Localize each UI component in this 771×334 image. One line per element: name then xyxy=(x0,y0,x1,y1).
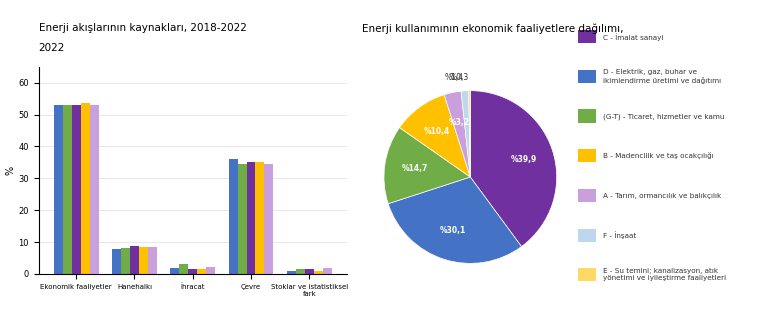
Bar xyxy=(54,105,63,274)
Bar xyxy=(72,105,81,274)
FancyBboxPatch shape xyxy=(578,268,595,282)
Bar xyxy=(170,268,180,274)
Text: 2022: 2022 xyxy=(39,43,65,53)
Text: Enerji akışlarının kaynakları, 2018-2022: Enerji akışlarının kaynakları, 2018-2022 xyxy=(39,23,247,33)
Bar xyxy=(121,248,130,274)
FancyBboxPatch shape xyxy=(578,189,595,202)
Bar xyxy=(148,247,157,274)
Text: %14,7: %14,7 xyxy=(402,164,428,173)
Text: %0,3: %0,3 xyxy=(450,73,470,82)
Wedge shape xyxy=(384,128,470,204)
Bar xyxy=(63,105,72,274)
Text: C - İmalat sanayi: C - İmalat sanayi xyxy=(603,33,664,41)
Bar xyxy=(197,269,206,274)
Wedge shape xyxy=(399,95,470,177)
Text: %1,4: %1,4 xyxy=(445,73,464,82)
FancyBboxPatch shape xyxy=(578,70,595,83)
Wedge shape xyxy=(461,91,470,177)
Bar xyxy=(139,247,148,274)
Text: %3,2: %3,2 xyxy=(448,118,470,127)
Bar xyxy=(264,164,273,274)
FancyBboxPatch shape xyxy=(578,30,595,43)
Bar xyxy=(296,269,305,274)
Wedge shape xyxy=(444,91,470,177)
Bar xyxy=(255,162,264,274)
Bar xyxy=(305,269,314,274)
Bar xyxy=(89,105,99,274)
Bar xyxy=(130,246,139,274)
Wedge shape xyxy=(388,177,521,264)
Text: D - Elektrik, gaz, buhar ve
ikimlendirme üretimi ve dağıtımı: D - Elektrik, gaz, buhar ve ikimlendirme… xyxy=(603,69,722,84)
Text: (G-T) - Ticaret, hizmetler ve kamu: (G-T) - Ticaret, hizmetler ve kamu xyxy=(603,113,725,120)
Bar xyxy=(314,271,322,274)
FancyBboxPatch shape xyxy=(578,110,595,123)
Bar xyxy=(247,162,255,274)
FancyBboxPatch shape xyxy=(578,228,595,242)
Bar xyxy=(113,249,121,274)
Bar xyxy=(188,269,197,274)
Bar xyxy=(322,268,332,274)
Bar xyxy=(287,271,296,274)
Wedge shape xyxy=(469,91,470,177)
Text: A - Tarım, ormancılık ve balıkçılık: A - Tarım, ormancılık ve balıkçılık xyxy=(603,193,722,199)
Bar xyxy=(206,267,215,274)
Bar xyxy=(237,164,247,274)
Wedge shape xyxy=(470,91,557,246)
Text: E - Su temini; kanalizasyon, atık
yönetimi ve iyileştirme faaliyetleri: E - Su temini; kanalizasyon, atık yöneti… xyxy=(603,269,726,282)
Bar xyxy=(180,264,188,274)
Y-axis label: %: % xyxy=(5,166,15,175)
Text: B - Madencilik ve taş ocakçılığı: B - Madencilik ve taş ocakçılığı xyxy=(603,152,714,159)
Text: %10,4: %10,4 xyxy=(424,127,450,136)
Text: F - İnşaat: F - İnşaat xyxy=(603,231,637,239)
Text: %39,9: %39,9 xyxy=(510,155,537,164)
Text: %30,1: %30,1 xyxy=(440,226,466,235)
FancyBboxPatch shape xyxy=(578,149,595,162)
Text: Enerji kullanımının ekonomik faaliyetlere dağılımı,: Enerji kullanımının ekonomik faaliyetler… xyxy=(362,23,624,34)
Bar xyxy=(81,104,89,274)
Bar xyxy=(229,159,237,274)
